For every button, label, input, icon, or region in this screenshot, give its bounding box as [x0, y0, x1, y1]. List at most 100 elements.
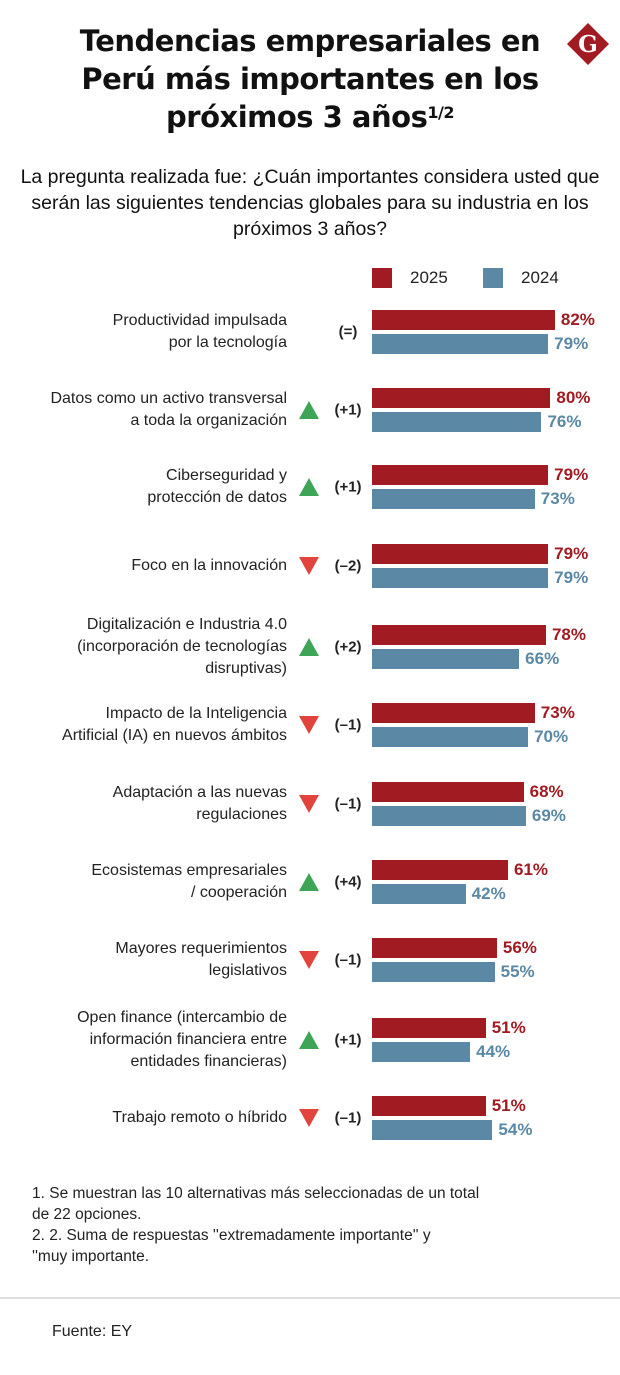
rank-change: (–1) — [334, 716, 362, 734]
triangle-up-icon — [299, 401, 319, 419]
bar-2024 — [372, 727, 529, 747]
title-text: Tendencias empresariales en Perú más imp… — [79, 24, 541, 134]
logo-g-icon: G — [567, 23, 609, 65]
triangle-up-icon — [299, 478, 319, 496]
bar-2025 — [372, 465, 549, 485]
value-label-2025: 51% — [491, 1096, 526, 1115]
bar-2025 — [372, 703, 535, 723]
rank-change: (+4) — [334, 873, 362, 891]
legend-label-2024: 2024 — [521, 268, 559, 287]
chart-row: Open finance (intercambio de información… — [0, 1009, 620, 1070]
value-label-2024: 79% — [554, 568, 589, 587]
triangle-down-icon — [299, 557, 319, 575]
value-label-2025: 78% — [551, 625, 586, 644]
value-label-2025: 79% — [554, 465, 589, 484]
legend-swatch-2025 — [372, 268, 392, 288]
rank-change: (–2) — [334, 557, 362, 575]
rank-change: (+1) — [334, 478, 362, 496]
category-label: Open finance (intercambio de información… — [77, 1009, 287, 1070]
bar-2024 — [372, 1120, 493, 1140]
footnotes: 1. Se muestran las 10 alternativas más s… — [32, 1185, 480, 1265]
triangle-up-icon — [299, 638, 319, 656]
rank-change: (+2) — [334, 638, 362, 656]
bar-2024 — [372, 334, 549, 354]
category-label: Impacto de la Inteligencia Artificial (I… — [62, 705, 287, 744]
legend-2024: 2024 — [483, 268, 559, 288]
value-label-2024: 66% — [525, 649, 560, 668]
category-label: Datos como un activo transversal a toda … — [50, 390, 287, 429]
bar-2024 — [372, 884, 466, 904]
triangle-down-icon — [299, 716, 319, 734]
value-label-2024: 44% — [476, 1042, 511, 1061]
bar-2025 — [372, 1096, 486, 1116]
value-label-2025: 51% — [491, 1018, 526, 1037]
value-label-2025: 61% — [514, 860, 549, 879]
chart-row: Datos como un activo transversal a toda … — [0, 380, 620, 440]
value-label-2025: 73% — [540, 703, 575, 722]
source: Fuente: EY — [52, 1323, 133, 1340]
chart-row: Ecosistemas empresariales / cooperación (… — [0, 852, 620, 912]
chart-row: Impacto de la Inteligencia Artificial (I… — [0, 695, 620, 755]
category-label: Adaptación a las nuevas regulaciones — [112, 784, 287, 823]
triangle-down-icon — [299, 1109, 319, 1127]
chart-row: Mayores requerimientos legislativos (–1) 5… — [0, 930, 620, 990]
value-label-2024: 70% — [534, 727, 569, 746]
chart-title: Tendencias empresariales en Perú más imp… — [40, 22, 580, 136]
rank-change: (=) — [338, 323, 358, 341]
bar-2025 — [372, 860, 509, 880]
value-label-2024: 54% — [498, 1120, 533, 1139]
value-label-2024: 79% — [554, 334, 589, 353]
value-label-2024: 73% — [540, 489, 575, 508]
bar-2024 — [372, 489, 535, 509]
bar-2025 — [372, 544, 549, 564]
bar-2024 — [372, 806, 526, 826]
chart-row: Productividad impulsada por la tecnologí… — [0, 302, 620, 362]
chart-row: Digitalización e Industria 4.0 (incorpor… — [0, 616, 620, 677]
category-label: Digitalización e Industria 4.0 (incorpor… — [77, 616, 287, 677]
bar-2025 — [372, 625, 546, 645]
value-label-2025: 68% — [529, 782, 564, 801]
bar-2024 — [372, 1042, 471, 1062]
bar-2024 — [372, 649, 520, 669]
value-label-2025: 79% — [554, 544, 589, 563]
legend-swatch-2024 — [483, 268, 503, 288]
rank-change: (–1) — [334, 951, 362, 969]
rank-change: (–1) — [334, 795, 362, 813]
value-label-2024: 69% — [531, 806, 566, 825]
value-label-2025: 80% — [556, 388, 591, 407]
chart-row: Ciberseguridad y protección de datos (+1)… — [0, 457, 620, 517]
category-label: Foco en la innovación — [131, 557, 287, 574]
bar-2024 — [372, 568, 549, 588]
value-label-2024: 55% — [500, 962, 535, 981]
svg-text:G: G — [578, 31, 598, 58]
legend-2025: 2025 — [372, 268, 448, 288]
value-label-2025: 56% — [502, 938, 537, 957]
bar-2025 — [372, 938, 497, 958]
chart-subtitle: La pregunta realizada fue: ¿Cuán importa… — [20, 166, 600, 240]
divider — [0, 1297, 620, 1299]
value-label-2025: 82% — [560, 310, 595, 329]
bar-2024 — [372, 412, 542, 432]
bar-2025 — [372, 1018, 486, 1038]
category-label: Ecosistemas empresariales / cooperación — [91, 862, 287, 901]
triangle-down-icon — [299, 951, 319, 969]
legend-label-2025: 2025 — [410, 268, 448, 287]
bar-2025 — [372, 782, 524, 802]
chart-row: Trabajo remoto o híbrido (–1) 51% 54% — [0, 1088, 620, 1148]
value-label-2024: 76% — [547, 412, 582, 431]
category-label: Trabajo remoto o híbrido — [112, 1109, 287, 1126]
category-label: Ciberseguridad y protección de datos — [147, 467, 287, 506]
bar-2025 — [372, 310, 555, 330]
chart-row: Adaptación a las nuevas regulaciones (–1)… — [0, 774, 620, 834]
triangle-down-icon — [299, 795, 319, 813]
triangle-up-icon — [299, 873, 319, 891]
chart-row: Foco en la innovación (–2) 79% 79% — [0, 536, 620, 596]
bar-2025 — [372, 388, 551, 408]
category-label: Productividad impulsada por la tecnologí… — [112, 312, 287, 351]
rank-change: (–1) — [334, 1109, 362, 1127]
rank-change: (+1) — [334, 1031, 362, 1049]
bar-2024 — [372, 962, 495, 982]
category-label: Mayores requerimientos legislativos — [115, 940, 287, 979]
title-superscript: 1/2 — [427, 103, 454, 122]
value-label-2024: 42% — [471, 884, 506, 903]
